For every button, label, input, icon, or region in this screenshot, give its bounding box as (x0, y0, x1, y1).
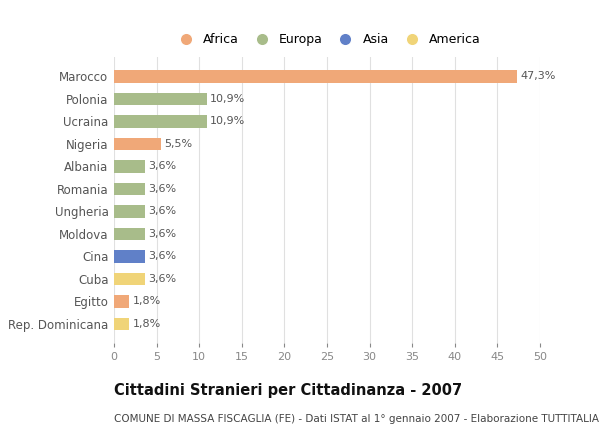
Text: 5,5%: 5,5% (164, 139, 193, 149)
Text: 3,6%: 3,6% (148, 161, 176, 172)
Bar (114, 138, 161, 150)
Text: 1,8%: 1,8% (133, 297, 161, 307)
Text: 3,6%: 3,6% (148, 252, 176, 261)
Text: 47,3%: 47,3% (520, 71, 556, 81)
Bar (114, 115, 207, 128)
Text: 10,9%: 10,9% (210, 117, 245, 126)
Bar (114, 70, 517, 83)
Text: 10,9%: 10,9% (210, 94, 245, 104)
Bar (114, 183, 145, 195)
Bar (114, 205, 145, 218)
Bar (114, 318, 130, 330)
Bar (114, 250, 145, 263)
Bar (114, 93, 207, 105)
Text: COMUNE DI MASSA FISCAGLIA (FE) - Dati ISTAT al 1° gennaio 2007 - Elaborazione TU: COMUNE DI MASSA FISCAGLIA (FE) - Dati IS… (114, 414, 600, 424)
Text: 3,6%: 3,6% (148, 274, 176, 284)
Text: Cittadini Stranieri per Cittadinanza - 2007: Cittadini Stranieri per Cittadinanza - 2… (114, 383, 462, 398)
Text: 3,6%: 3,6% (148, 206, 176, 216)
Bar (114, 228, 145, 240)
Text: 1,8%: 1,8% (133, 319, 161, 329)
Text: 3,6%: 3,6% (148, 229, 176, 239)
Bar (114, 160, 145, 172)
Text: 3,6%: 3,6% (148, 184, 176, 194)
Bar (114, 295, 130, 308)
Legend: Africa, Europa, Asia, America: Africa, Europa, Asia, America (169, 29, 485, 50)
Bar (114, 273, 145, 285)
